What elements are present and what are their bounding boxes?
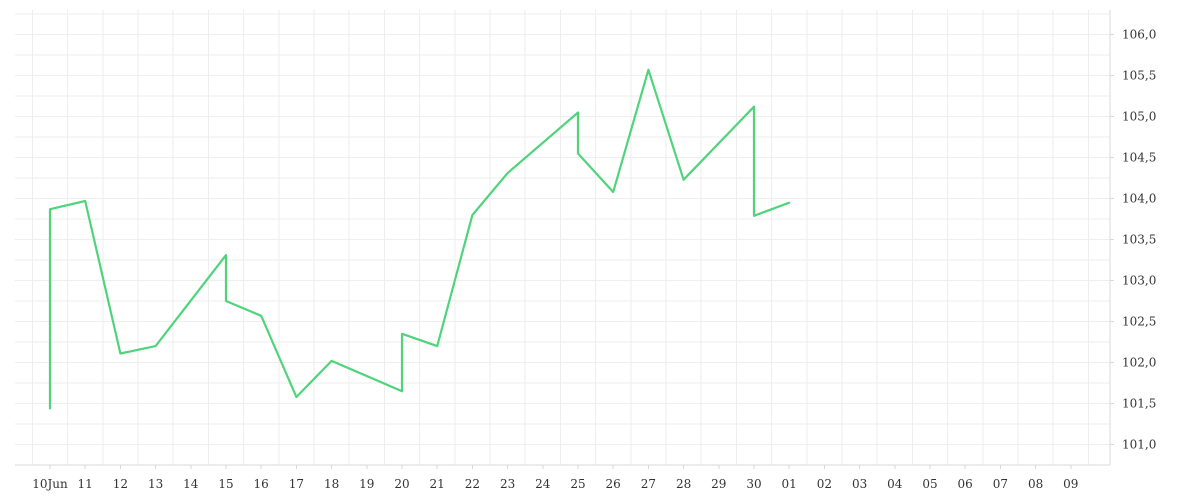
x-tick-label: 16 (254, 477, 269, 491)
x-tick-label: 11 (78, 477, 93, 491)
x-tick-label: 20 (394, 477, 409, 491)
x-tick-label: 23 (500, 477, 515, 491)
x-tick-label: 18 (324, 477, 339, 491)
x-tick-label: 09 (1063, 477, 1078, 491)
y-tick-label: 101,0 (1122, 438, 1156, 452)
y-tick-label: 102,5 (1122, 315, 1156, 329)
y-axis-ticks: 101,0 101,5 102,0 102,5 103,0 103,5 104,0 104,5… (1110, 28, 1156, 452)
gridlines (15, 10, 1110, 466)
x-tick-label: 30 (746, 477, 761, 491)
x-tick-label: 08 (1028, 477, 1043, 491)
y-tick-label: 102,0 (1122, 356, 1156, 370)
x-tick-label: 25 (570, 477, 585, 491)
x-axis-ticks: 10Jun 11 12 13 14 15 16 17 18 19 20 21 22 23 24 25 26 27 2… (32, 465, 1078, 491)
series-group (48, 68, 791, 410)
y-tick-label: 103,5 (1122, 233, 1156, 247)
x-tick-label: 03 (852, 477, 867, 491)
y-tick-label: 103,0 (1122, 274, 1156, 288)
x-tick-label: 27 (641, 477, 656, 491)
y-tick-label: 105,0 (1122, 110, 1156, 124)
x-tick-label: 04 (887, 477, 903, 491)
x-tick-label: 22 (465, 477, 480, 491)
x-tick-label: 15 (218, 477, 233, 491)
x-tick-label: 26 (606, 477, 621, 491)
y-tick-label: 106,0 (1122, 28, 1156, 42)
x-tick-label: 01 (782, 477, 797, 491)
x-tick-label: 24 (535, 477, 551, 491)
axes (15, 10, 1111, 466)
x-tick-label: 13 (148, 477, 163, 491)
series-line-0 (48, 68, 791, 410)
x-tick-label: 02 (817, 477, 832, 491)
x-tick-label: 12 (113, 477, 128, 491)
x-tick-label: 28 (676, 477, 691, 491)
y-tick-label: 105,5 (1122, 69, 1156, 83)
x-tick-label: 07 (993, 477, 1008, 491)
y-tick-label: 104,5 (1122, 151, 1156, 165)
x-tick-label: 29 (711, 477, 726, 491)
x-tick-label: 17 (289, 477, 304, 491)
y-tick-label: 104,0 (1122, 192, 1156, 206)
x-tick-label: 06 (958, 477, 973, 491)
x-tick-label: 05 (922, 477, 937, 491)
x-tick-label: 21 (430, 477, 445, 491)
x-tick-label: 14 (183, 477, 199, 491)
x-tick-label: 19 (359, 477, 374, 491)
x-tick-label: 10Jun (32, 477, 68, 491)
y-tick-label: 101,5 (1122, 397, 1156, 411)
